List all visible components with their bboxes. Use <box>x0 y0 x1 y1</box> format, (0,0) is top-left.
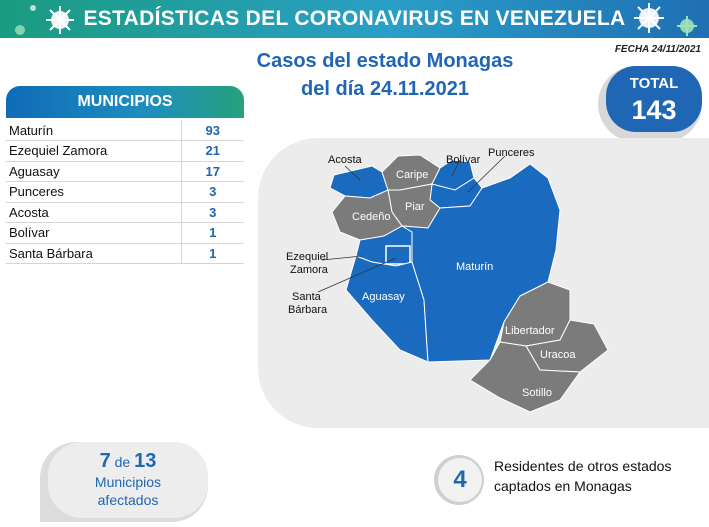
map-label-uracoa: Uracoa <box>540 349 576 361</box>
map-label-aguasay: Aguasay <box>362 291 405 303</box>
affected-count: 7 <box>99 450 111 472</box>
residents-text: Residentes de otros estados captados en … <box>494 456 704 496</box>
table-row: Ezequiel Zamora 21 <box>6 140 244 162</box>
table-row: Acosta 3 <box>6 202 244 223</box>
municipio-cases: 93 <box>181 120 244 141</box>
municipio-cases: 21 <box>181 140 244 162</box>
map-region-sotillo <box>469 341 581 413</box>
municipio-name: Aguasay <box>6 161 182 182</box>
map-label-cedeno: Cedeño <box>352 211 391 223</box>
map-label-ezequiel-1: Ezequiel <box>286 251 328 263</box>
map-label-sotillo: Sotillo <box>522 387 552 399</box>
map-region-santa-barbara <box>385 245 411 265</box>
virus-icon-right <box>634 3 697 36</box>
municipios-table: Maturín 93 Ezequiel Zamora 21 Aguasay 17 Punce… <box>6 120 244 264</box>
table-row: Santa Bárbara 1 <box>6 243 244 264</box>
table-row: Maturín 93 <box>6 120 244 141</box>
total-municipalities: 13 <box>134 450 157 472</box>
table-row: Punceres 3 <box>6 181 244 203</box>
municipio-name: Ezequiel Zamora <box>6 140 182 162</box>
affected-text-line1: Municipios <box>94 474 162 490</box>
municipio-cases: 1 <box>181 222 244 244</box>
municipio-name: Bolívar <box>6 222 182 244</box>
report-date: FECHA 24/11/2021 <box>614 44 701 55</box>
municipio-name: Santa Bárbara <box>6 243 182 264</box>
total-label: TOTAL <box>629 75 679 92</box>
map-label-ezequiel-2: Zamora <box>290 264 329 276</box>
affected-text-line2: afectados <box>97 492 159 508</box>
map-label-santa-2: Bárbara <box>288 304 328 316</box>
municipio-cases: 3 <box>181 181 244 203</box>
page-title: ESTADÍSTICAS DEL CORONAVIRUS EN VENEZUEL… <box>83 7 626 30</box>
affected-pill: 7 de 13 Municipios afectados <box>48 442 208 518</box>
map-label-bolivar: Bolívar <box>446 154 481 166</box>
total-value: 143 <box>631 95 677 125</box>
affected-count-line: 7 de 13 <box>48 450 208 473</box>
header-banner <box>0 0 709 38</box>
map-region-acosta <box>329 165 389 199</box>
total-box: TOTAL 143 <box>606 66 702 132</box>
municipios-header: MUNICIPIOS <box>6 86 244 118</box>
municipio-cases: 3 <box>181 202 244 223</box>
map-label-santa-1: Santa <box>292 291 322 303</box>
affected-of: de <box>114 454 131 470</box>
map-label-libertador: Libertador <box>505 325 555 337</box>
map-label-acosta: Acosta <box>328 154 363 166</box>
municipio-name: Acosta <box>6 202 182 223</box>
chart-title-line1: Casos del estado Monagas <box>256 50 514 72</box>
table-row: Aguasay 17 <box>6 161 244 182</box>
virus-icon-left <box>15 5 74 35</box>
municipio-cases: 17 <box>181 161 244 182</box>
table-row: Bolívar 1 <box>6 222 244 244</box>
municipio-name: Maturín <box>6 120 182 141</box>
municipio-cases: 1 <box>181 243 244 264</box>
map-label-punceres: Punceres <box>488 147 535 159</box>
residents-count: 4 <box>438 458 482 502</box>
map-label-maturin: Maturín <box>456 261 493 273</box>
residents-text-line1: Residentes de otros estados <box>494 458 672 474</box>
residents-text-line2: captados en Monagas <box>494 478 632 494</box>
chart-title-line2: del día 24.11.2021 <box>301 78 469 100</box>
municipio-name: Punceres <box>6 181 182 203</box>
map-label-piar: Piar <box>405 201 425 213</box>
map-label-caripe: Caripe <box>396 169 428 181</box>
